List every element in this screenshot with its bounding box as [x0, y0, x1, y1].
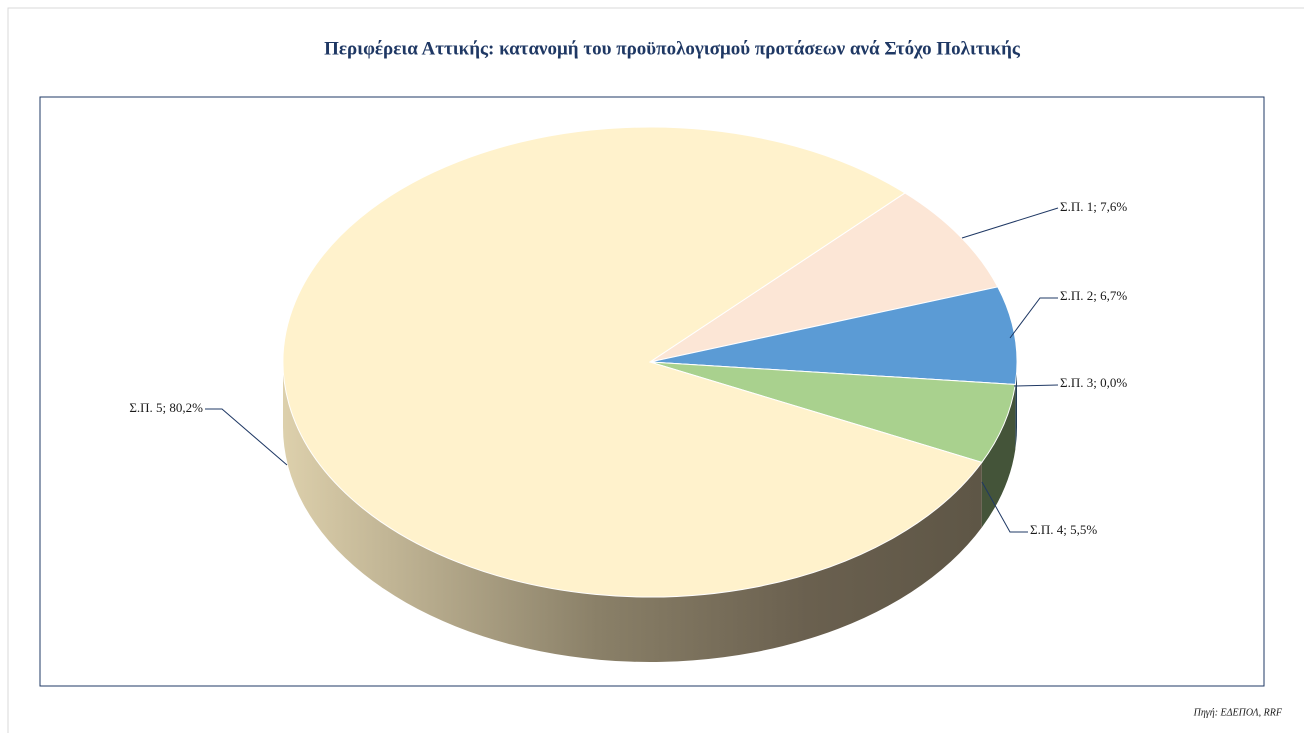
slice [649, 192, 999, 363]
leader-line [1009, 297, 1058, 339]
leader-line [1013, 384, 1059, 387]
slice [282, 126, 983, 598]
data-label: Σ.Π. 1; 7,6% [1060, 199, 1127, 214]
chart-title: Περιφέρεια Αττικής: κατανομή του προϋπολ… [324, 38, 1021, 59]
leader-line [205, 408, 288, 466]
data-label: Σ.Π. 3; 0,0% [1060, 375, 1127, 390]
slice-side [283, 362, 982, 662]
slice [649, 286, 1018, 385]
data-label: Σ.Π. 5; 80,2% [129, 400, 203, 415]
slice-side [981, 384, 1016, 528]
data-label: Σ.Π. 4; 5,5% [1030, 522, 1097, 537]
data-label: Σ.Π. 2; 6,7% [1060, 288, 1127, 303]
leader-line [981, 481, 1028, 533]
plot-area [39, 96, 1265, 687]
source: Πηγή: ΕΔΕΠΟΛ, RRF [1193, 707, 1283, 718]
leader-line [961, 207, 1059, 239]
frame [7, 7, 1304, 733]
